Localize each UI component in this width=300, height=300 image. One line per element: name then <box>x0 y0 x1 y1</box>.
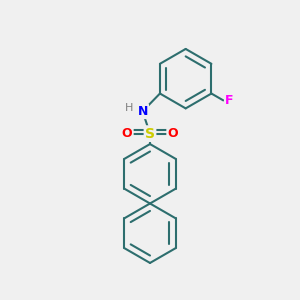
Text: O: O <box>168 127 178 140</box>
Text: N: N <box>137 105 148 118</box>
Text: O: O <box>122 127 132 140</box>
Text: F: F <box>225 94 234 107</box>
Text: H: H <box>125 103 134 113</box>
Text: S: S <box>145 127 155 141</box>
